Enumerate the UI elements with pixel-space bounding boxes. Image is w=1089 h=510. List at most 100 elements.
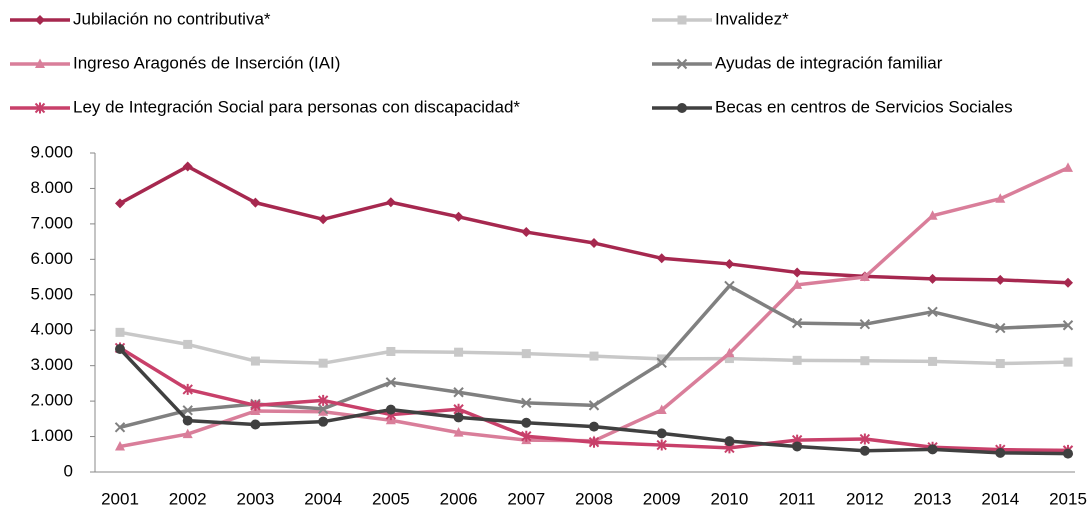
legend-label: Becas en centros de Servicios Sociales bbox=[715, 97, 1013, 116]
marker bbox=[453, 412, 464, 423]
marker bbox=[792, 279, 803, 289]
marker bbox=[677, 15, 687, 25]
marker bbox=[250, 197, 261, 208]
marker bbox=[927, 210, 938, 220]
marker bbox=[453, 211, 464, 222]
marker bbox=[35, 15, 45, 25]
marker bbox=[521, 349, 531, 359]
legend-label: Ayudas de integración familiar bbox=[715, 53, 943, 72]
x-tick-label: 2002 bbox=[169, 489, 207, 508]
x-tick-label: 2008 bbox=[575, 489, 613, 508]
marker bbox=[114, 422, 126, 433]
y-tick-label: 5.000 bbox=[30, 284, 73, 303]
x-tick-label: 2003 bbox=[237, 489, 275, 508]
marker bbox=[182, 428, 193, 439]
marker bbox=[588, 400, 600, 411]
marker bbox=[995, 322, 1006, 334]
marker bbox=[453, 427, 464, 437]
marker bbox=[656, 439, 667, 451]
marker bbox=[724, 347, 735, 358]
marker bbox=[521, 397, 532, 409]
y-tick-label: 2.000 bbox=[30, 391, 73, 410]
marker bbox=[589, 238, 599, 249]
marker bbox=[859, 271, 870, 282]
marker bbox=[792, 267, 803, 278]
marker bbox=[250, 399, 261, 411]
marker bbox=[724, 258, 735, 269]
marker bbox=[454, 347, 464, 357]
marker bbox=[656, 253, 667, 264]
x-tick-label: 2014 bbox=[981, 489, 1019, 508]
marker bbox=[318, 214, 329, 225]
y-tick-label: 8.000 bbox=[30, 178, 73, 197]
y-tick-label: 9.000 bbox=[30, 142, 73, 161]
marker bbox=[182, 415, 193, 426]
x-tick-label: 2011 bbox=[779, 489, 816, 508]
marker bbox=[115, 440, 125, 451]
marker bbox=[676, 58, 688, 70]
marker bbox=[928, 356, 938, 366]
marker bbox=[521, 227, 532, 238]
y-tick-label: 6.000 bbox=[30, 249, 73, 268]
marker bbox=[927, 306, 938, 317]
marker bbox=[995, 274, 1006, 285]
marker bbox=[995, 359, 1005, 369]
marker bbox=[317, 403, 329, 415]
y-tick-label: 3.000 bbox=[30, 355, 73, 374]
marker bbox=[859, 445, 870, 456]
x-tick-label: 2001 bbox=[101, 489, 139, 508]
marker bbox=[724, 280, 735, 292]
marker bbox=[860, 356, 870, 366]
marker bbox=[791, 317, 803, 329]
marker bbox=[386, 346, 396, 356]
marker bbox=[656, 428, 667, 439]
marker bbox=[859, 433, 871, 445]
marker bbox=[318, 406, 329, 416]
marker bbox=[453, 387, 464, 398]
marker bbox=[317, 394, 329, 406]
y-tick-label: 0 bbox=[64, 461, 73, 480]
marker bbox=[927, 273, 938, 284]
marker bbox=[1063, 357, 1073, 367]
marker bbox=[1063, 162, 1073, 172]
marker bbox=[115, 327, 125, 337]
x-tick-label: 2006 bbox=[440, 489, 478, 508]
marker bbox=[182, 161, 193, 172]
marker bbox=[995, 447, 1006, 458]
marker bbox=[182, 383, 193, 395]
legend-label: Invalidez* bbox=[715, 9, 789, 28]
legend-label: Jubilación no contributiva* bbox=[73, 9, 271, 28]
marker bbox=[250, 356, 260, 366]
marker bbox=[792, 355, 802, 365]
marker bbox=[656, 404, 667, 414]
y-tick-label: 7.000 bbox=[30, 213, 73, 232]
x-tick-label: 2012 bbox=[846, 489, 884, 508]
marker bbox=[724, 354, 734, 364]
marker bbox=[657, 354, 667, 364]
marker bbox=[677, 103, 687, 113]
marker bbox=[318, 358, 328, 368]
marker bbox=[521, 430, 532, 442]
x-tick-label: 2010 bbox=[711, 489, 749, 508]
legend-label: Ingreso Aragonés de Inserción (IAI) bbox=[73, 53, 340, 72]
marker bbox=[1063, 277, 1073, 288]
x-tick-label: 2004 bbox=[304, 489, 342, 508]
x-tick-label: 2009 bbox=[643, 489, 681, 508]
marker bbox=[792, 441, 803, 452]
x-tick-label: 2015 bbox=[1049, 489, 1087, 508]
marker bbox=[724, 436, 735, 447]
marker bbox=[385, 377, 397, 388]
marker bbox=[385, 197, 396, 208]
marker bbox=[859, 318, 871, 330]
marker bbox=[183, 339, 193, 349]
x-tick-label: 2007 bbox=[507, 489, 545, 508]
marker bbox=[521, 417, 532, 428]
series-line bbox=[119, 346, 1069, 453]
marker bbox=[927, 444, 938, 455]
marker bbox=[656, 357, 667, 369]
marker bbox=[35, 58, 45, 68]
marker bbox=[1062, 320, 1074, 331]
marker bbox=[1063, 448, 1073, 459]
y-tick-label: 1.000 bbox=[30, 426, 73, 445]
